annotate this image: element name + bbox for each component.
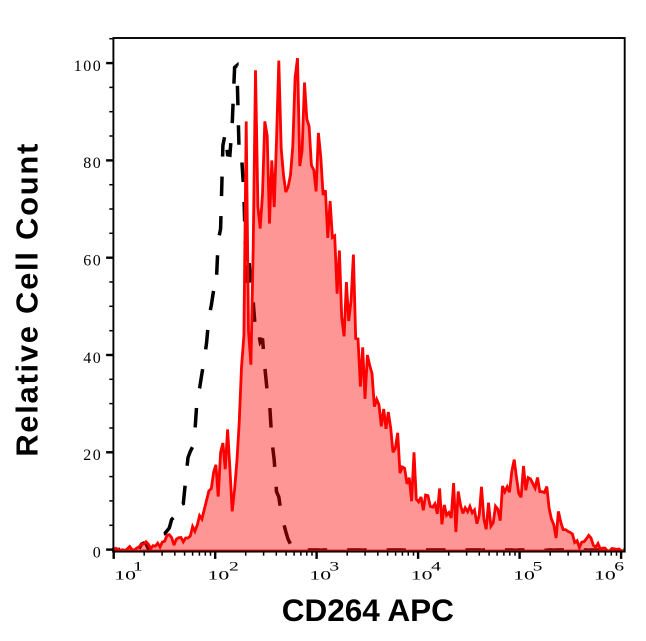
svg-text:10: 10: [594, 568, 616, 583]
svg-text:2: 2: [229, 559, 239, 574]
svg-text:10: 10: [411, 568, 433, 583]
svg-text:40: 40: [83, 350, 102, 367]
svg-text:CD264 APC: CD264 APC: [282, 592, 454, 628]
svg-text:Relative Cell Count: Relative Cell Count: [10, 142, 45, 457]
svg-text:1: 1: [133, 559, 143, 574]
svg-text:6: 6: [614, 559, 624, 574]
svg-text:100: 100: [74, 58, 103, 75]
svg-text:3: 3: [329, 559, 339, 574]
svg-text:10: 10: [309, 568, 331, 583]
svg-text:20: 20: [83, 447, 102, 464]
svg-text:80: 80: [83, 155, 102, 172]
svg-text:10: 10: [114, 568, 136, 583]
svg-text:60: 60: [83, 253, 102, 270]
svg-text:10: 10: [513, 568, 535, 583]
svg-text:10: 10: [208, 568, 230, 583]
svg-text:5: 5: [533, 559, 543, 574]
svg-text:4: 4: [431, 559, 442, 574]
svg-text:0: 0: [93, 544, 103, 561]
